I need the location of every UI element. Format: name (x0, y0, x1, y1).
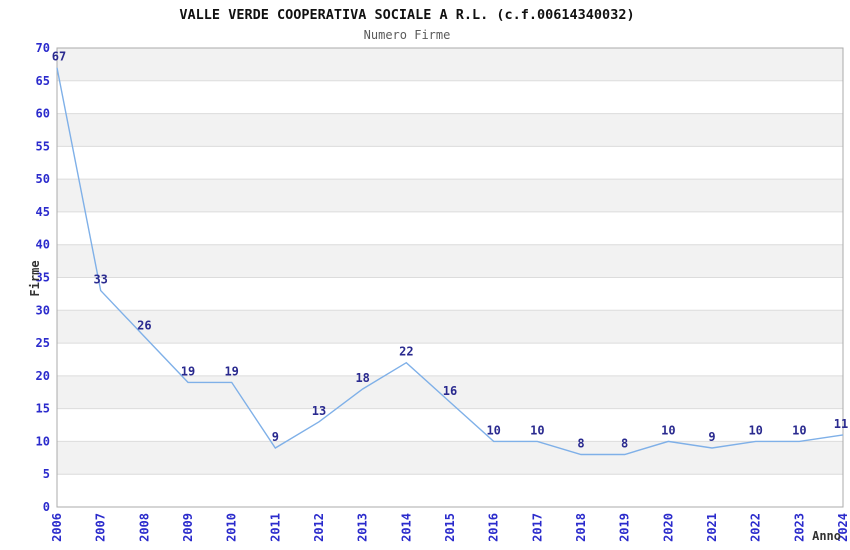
x-tick-label: 2016 (487, 513, 501, 542)
data-label: 10 (748, 423, 762, 437)
y-tick-label: 65 (36, 74, 50, 88)
y-tick-label: 20 (36, 369, 50, 383)
data-label: 33 (93, 273, 107, 287)
y-tick-label: 60 (36, 107, 50, 121)
data-label: 18 (355, 371, 369, 385)
x-tick-label: 2015 (443, 513, 457, 542)
x-tick-label: 2020 (661, 513, 675, 542)
plot-border (56, 47, 844, 508)
x-tick-label: 2021 (705, 513, 719, 542)
x-tick-label: 2014 (399, 513, 413, 542)
x-tick-label: 2018 (574, 513, 588, 542)
data-label: 8 (621, 437, 628, 451)
x-tick-label: 2007 (94, 513, 108, 542)
data-label: 10 (530, 423, 544, 437)
data-label: 26 (137, 319, 151, 333)
plot-band (57, 179, 843, 212)
data-label: 10 (661, 423, 675, 437)
data-label: 19 (181, 364, 195, 378)
x-tick-label: 2006 (50, 513, 64, 542)
chart-title: VALLE VERDE COOPERATIVA SOCIALE A R.L. (… (179, 7, 635, 23)
y-tick-label: 10 (36, 434, 50, 448)
x-tick-label: 2010 (225, 513, 239, 542)
plot-band (57, 48, 843, 81)
data-label: 19 (224, 364, 238, 378)
y-axis-label: Firme (28, 260, 42, 296)
data-label: 22 (399, 345, 413, 359)
plot-band (57, 244, 843, 278)
y-tick-label: 50 (36, 172, 50, 186)
series-line (56, 67, 844, 456)
x-tick-label: 2023 (792, 513, 806, 542)
x-tick-label: 2011 (268, 513, 282, 542)
x-tick-label: 2017 (530, 513, 544, 542)
plot-band (57, 441, 843, 475)
plot-band (57, 310, 843, 344)
data-label: 8 (577, 437, 584, 451)
x-tick-label: 2012 (312, 513, 326, 542)
y-tick-label: 30 (36, 303, 50, 317)
data-label: 13 (312, 404, 326, 418)
y-tick-label: 25 (36, 336, 50, 350)
y-tick-label: 5 (43, 467, 50, 481)
data-label: 67 (52, 50, 66, 64)
chart-subtitle: Numero Firme (363, 28, 451, 42)
data-label: 10 (486, 423, 500, 437)
data-label: 11 (834, 417, 848, 431)
x-tick-label: 2008 (137, 513, 151, 542)
x-tick-label: 2009 (181, 513, 195, 542)
data-label: 10 (792, 423, 806, 437)
y-tick-label: 35 (36, 271, 50, 285)
x-tick-label: 2013 (356, 513, 370, 542)
data-label: 9 (708, 430, 715, 444)
data-label: 16 (443, 384, 457, 398)
x-axis-label: Anno (812, 529, 841, 543)
y-tick-label: 45 (36, 205, 50, 219)
x-tick-label: 2019 (618, 513, 632, 542)
x-tick-label: 2024 (836, 513, 850, 542)
y-tick-label: 0 (43, 500, 50, 514)
y-tick-label: 55 (36, 139, 50, 153)
y-tick-label: 70 (36, 41, 50, 55)
x-tick-label: 2022 (749, 513, 763, 542)
data-label: 9 (272, 430, 279, 444)
plot-band (57, 113, 843, 147)
y-tick-label: 40 (36, 238, 50, 252)
y-tick-label: 15 (36, 402, 50, 416)
plot-band (57, 375, 843, 409)
